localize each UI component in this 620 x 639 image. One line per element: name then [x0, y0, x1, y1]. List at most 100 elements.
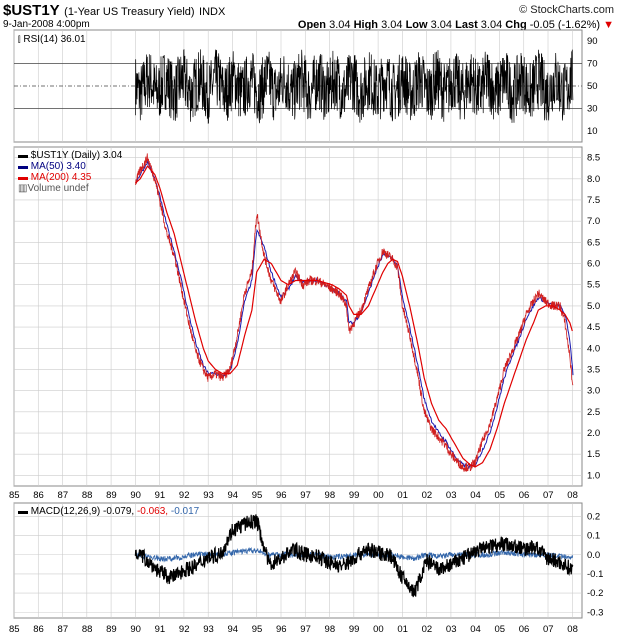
- macd-histogram-value: -0.017: [170, 506, 200, 517]
- macd-panel: 0.2 0.1 0.0 -0.1 -0.2 -0.3: [13, 502, 603, 619]
- date-tick-label: 01: [397, 490, 408, 501]
- bottom-date-tick-label: 89: [106, 624, 117, 635]
- date-tick-label: 90: [130, 490, 141, 501]
- macd-tick-label: -0.1: [587, 569, 603, 580]
- date-tick-label: 94: [227, 490, 238, 501]
- macd-legend: ▬ MACD(12,26,9) -0.079, -0.063, -0.017: [18, 506, 199, 517]
- rsi-tick-label: 30: [587, 103, 598, 114]
- rsi-legend: ⫿ RSI(14) 36.01: [18, 34, 86, 45]
- rsi-panel: 10 30 50 70 90: [13, 29, 598, 143]
- bottom-date-tick-label: 85: [9, 624, 20, 635]
- chg-label: Chg: [505, 19, 527, 31]
- bottom-date-tick-label: 01: [397, 624, 408, 635]
- price-tick-label: 5.5: [587, 280, 600, 291]
- price-panel: 1.0 1.5 2.0 2.5 3.0 3.5 4.0 4.5 5.0 5.5 6.0 6.5 7.0 7…: [13, 146, 600, 487]
- ma200-line: [135, 165, 573, 468]
- down-arrow-icon: ▼: [603, 19, 614, 31]
- price-tick-label: 1.5: [587, 449, 600, 460]
- date-tick-label: 08: [567, 490, 578, 501]
- macd-tick-label: 0.0: [587, 550, 600, 561]
- ma200-line-icon: ▬: [18, 172, 28, 183]
- price-tick-label: 8.0: [587, 174, 600, 185]
- quote-date: 9-Jan-2008 4:00pm: [3, 19, 90, 30]
- date-tick-label: 97: [300, 490, 311, 501]
- date-tick-label: 03: [446, 490, 457, 501]
- chg-value: -0.05 (-1.62%): [529, 19, 601, 31]
- rsi-tick-label: 90: [587, 36, 598, 47]
- macd-frame: [13, 502, 583, 619]
- high-label: High: [353, 19, 379, 31]
- rsi-line: [135, 49, 574, 124]
- price-tick-label: 1.0: [587, 470, 600, 481]
- bottom-date-tick-label: 93: [203, 624, 214, 635]
- date-tick-label: 02: [422, 490, 433, 501]
- exchange: INDX: [199, 6, 226, 18]
- date-tick-label: 89: [106, 490, 117, 501]
- bottom-date-tick-label: 95: [252, 624, 263, 635]
- price-tick-label: 3.0: [587, 386, 600, 397]
- date-tick-label: 00: [373, 490, 384, 501]
- bottom-date-tick-label: 99: [349, 624, 360, 635]
- price-tick-label: 7.5: [587, 195, 600, 206]
- date-tick-label: 07: [543, 490, 554, 501]
- low-value: 3.04: [430, 19, 453, 31]
- macd-tick-label: 0.1: [587, 531, 600, 542]
- price-tick-label: 3.5: [587, 364, 600, 375]
- legend-ma200-text: MA(200) 4.35: [30, 172, 92, 183]
- legend-volume: ▥Volume undef: [18, 183, 122, 194]
- macd-label: MACD(12,26,9): [30, 506, 101, 517]
- legend-price: ▬ $UST1Y (Daily) 3.04: [18, 150, 122, 161]
- rsi-tick-label: 50: [587, 81, 598, 92]
- ma50-line-icon: ▬: [18, 161, 28, 172]
- date-tick-label: 87: [58, 490, 69, 501]
- date-tick-label: 99: [349, 490, 360, 501]
- bottom-date-tick-label: 08: [567, 624, 578, 635]
- bottom-date-tick-label: 90: [130, 624, 141, 635]
- date-tick-label: 85: [9, 490, 20, 501]
- bottom-date-tick-label: 06: [519, 624, 530, 635]
- macd-line-icon: ▬: [18, 506, 28, 517]
- macd-line: [134, 514, 574, 598]
- price-tick-label: 2.0: [587, 428, 600, 439]
- legend-ma50-text: MA(50) 3.40: [30, 161, 86, 172]
- date-tick-label: 88: [82, 490, 93, 501]
- chart-title: $UST1Y (1-Year US Treasury Yield) INDX: [3, 2, 225, 20]
- price-tick-label: 4.0: [587, 343, 600, 354]
- bottom-date-tick-label: 03: [446, 624, 457, 635]
- bottom-date-tick-label: 94: [227, 624, 238, 635]
- bottom-date-tick-label: 86: [33, 624, 44, 635]
- open-label: Open: [297, 19, 327, 31]
- price-tick-label: 5.0: [587, 301, 600, 312]
- date-tick-label: 06: [519, 490, 530, 501]
- price-tick-label: 6.5: [587, 237, 600, 248]
- price-tick-label: 6.0: [587, 259, 600, 270]
- macd-value: -0.079,: [103, 506, 135, 517]
- bottom-date-tick-label: 96: [276, 624, 287, 635]
- price-tick-label: 2.5: [587, 407, 600, 418]
- price-tick-label: 8.5: [587, 153, 600, 164]
- price-tick-label: 4.5: [587, 322, 600, 333]
- high-value: 3.04: [381, 19, 403, 31]
- rsi-tick-label: 70: [587, 59, 598, 70]
- legend-ma50: ▬ MA(50) 3.40: [18, 161, 122, 172]
- price-line: [135, 153, 574, 473]
- date-tick-label: 95: [252, 490, 263, 501]
- open-value: 3.04: [329, 19, 351, 31]
- legend-price-text: $UST1Y (Daily) 3.04: [30, 150, 123, 161]
- price-frame: [13, 146, 583, 487]
- symbol: $UST1Y: [3, 2, 60, 19]
- bottom-date-tick-label: 04: [470, 624, 481, 635]
- bottom-date-tick-label: 92: [179, 624, 190, 635]
- legend-volume-text: Volume undef: [27, 183, 89, 194]
- legend-ma200: ▬ MA(200) 4.35: [18, 172, 122, 183]
- last-label: Last: [455, 19, 478, 31]
- bottom-date-tick-label: 97: [300, 624, 311, 635]
- price-tick-label: 7.0: [587, 216, 600, 227]
- date-tick-label: 93: [203, 490, 214, 501]
- bottom-date-tick-label: 07: [543, 624, 554, 635]
- ohlc-summary: Open 3.04 High 3.04 Low 3.04 Last 3.04 C…: [298, 19, 614, 31]
- volume-bars-icon: ▥: [18, 183, 28, 194]
- bottom-date-tick-label: 98: [325, 624, 336, 635]
- date-tick-label: 04: [470, 490, 481, 501]
